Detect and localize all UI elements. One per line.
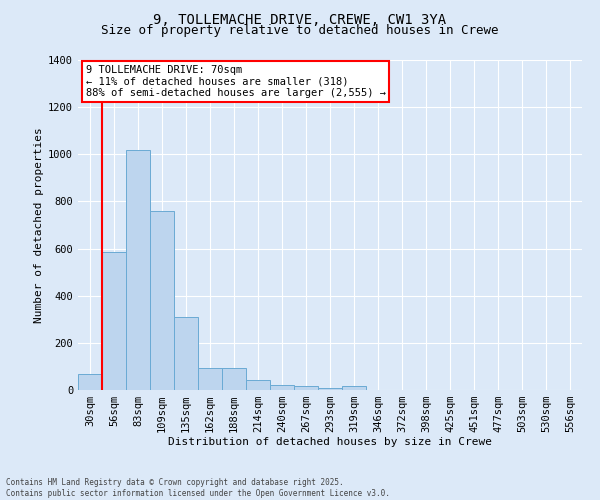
Text: Size of property relative to detached houses in Crewe: Size of property relative to detached ho… (101, 24, 499, 37)
Bar (174, 317, 198, 390)
Text: 9, TOLLEMACHE DRIVE, CREWE, CW1 3YA: 9, TOLLEMACHE DRIVE, CREWE, CW1 3YA (154, 12, 446, 26)
Bar (102, 252, 126, 390)
Bar (150, 211, 174, 390)
Bar (126, 150, 150, 390)
Bar (78, 374, 102, 390)
Bar (294, 386, 318, 390)
Text: Contains HM Land Registry data © Crown copyright and database right 2025.
Contai: Contains HM Land Registry data © Crown c… (6, 478, 390, 498)
Bar (222, 368, 246, 390)
Bar (246, 380, 270, 390)
X-axis label: Distribution of detached houses by size in Crewe: Distribution of detached houses by size … (168, 436, 492, 446)
Bar (198, 368, 222, 390)
Bar (270, 385, 294, 390)
Text: 9 TOLLEMACHE DRIVE: 70sqm
← 11% of detached houses are smaller (318)
88% of semi: 9 TOLLEMACHE DRIVE: 70sqm ← 11% of detac… (86, 65, 386, 98)
Y-axis label: Number of detached properties: Number of detached properties (34, 127, 44, 323)
Bar (318, 388, 342, 390)
Bar (342, 386, 366, 390)
